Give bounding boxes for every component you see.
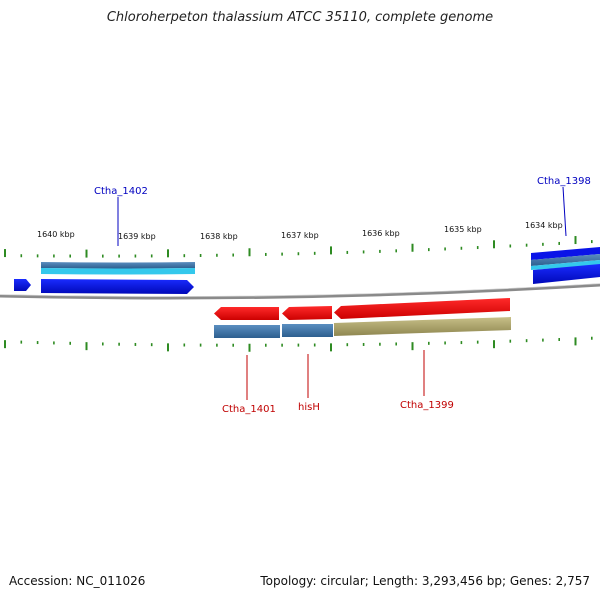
cds-band <box>214 325 280 338</box>
reverse-gene-arrows <box>214 298 510 320</box>
gene-labels: Ctha_1402 Ctha_1398 Ctha_1401 hisH Ctha_… <box>94 176 591 415</box>
map-title: Chloroherpeton thalassium ATCC 35110, co… <box>106 10 494 25</box>
genome-backbone-highlight <box>0 283 600 297</box>
cds-band <box>41 262 195 269</box>
gene-label-ctha-1399: Ctha_1399 <box>400 400 454 411</box>
kbp-label: 1636 kbp <box>362 229 400 238</box>
leader-line <box>562 186 567 237</box>
gene-label-ctha-1398: Ctha_1398 <box>537 176 591 187</box>
label-leaders <box>117 186 567 400</box>
cds-band <box>282 324 333 337</box>
gene-label-ctha-1401: Ctha_1401 <box>222 404 276 415</box>
gene-arrow <box>14 279 31 291</box>
kbp-label: 1638 kbp <box>200 232 238 241</box>
gene-arrow-ctha-1398 <box>533 264 600 284</box>
kbp-label: 1640 kbp <box>37 230 75 239</box>
cds-band <box>41 268 195 275</box>
kbp-scale-labels: 1640 kbp 1639 kbp 1638 kbp 1637 kbp 1636… <box>37 221 563 241</box>
kbp-label: 1634 kbp <box>525 221 563 230</box>
gene-arrow-hish <box>282 306 332 320</box>
cds-band <box>334 317 511 336</box>
forward-gene-arrows <box>14 264 600 294</box>
gene-label-hish: hisH <box>298 402 320 413</box>
gene-label-ctha-1402: Ctha_1402 <box>94 186 148 197</box>
kbp-label: 1637 kbp <box>281 231 319 240</box>
gene-arrow-ctha-1402 <box>41 279 194 294</box>
cds-band <box>531 247 600 260</box>
genome-backbone <box>0 283 600 300</box>
gene-arrow-ctha-1401 <box>214 307 279 320</box>
outer-tick-row <box>4 236 593 258</box>
accession-text: Accession: NC_011026 <box>9 574 146 588</box>
reverse-cds-bands <box>214 317 511 338</box>
cds-band <box>531 260 600 270</box>
genome-summary-text: Topology: circular; Length: 3,293,456 bp… <box>260 574 590 588</box>
kbp-label: 1639 kbp <box>118 232 156 241</box>
forward-cds-bands <box>41 247 600 275</box>
gene-arrow-ctha-1399 <box>334 298 510 319</box>
kbp-label: 1635 kbp <box>444 225 482 234</box>
cds-band <box>531 254 600 266</box>
inner-tick-row <box>4 336 593 352</box>
